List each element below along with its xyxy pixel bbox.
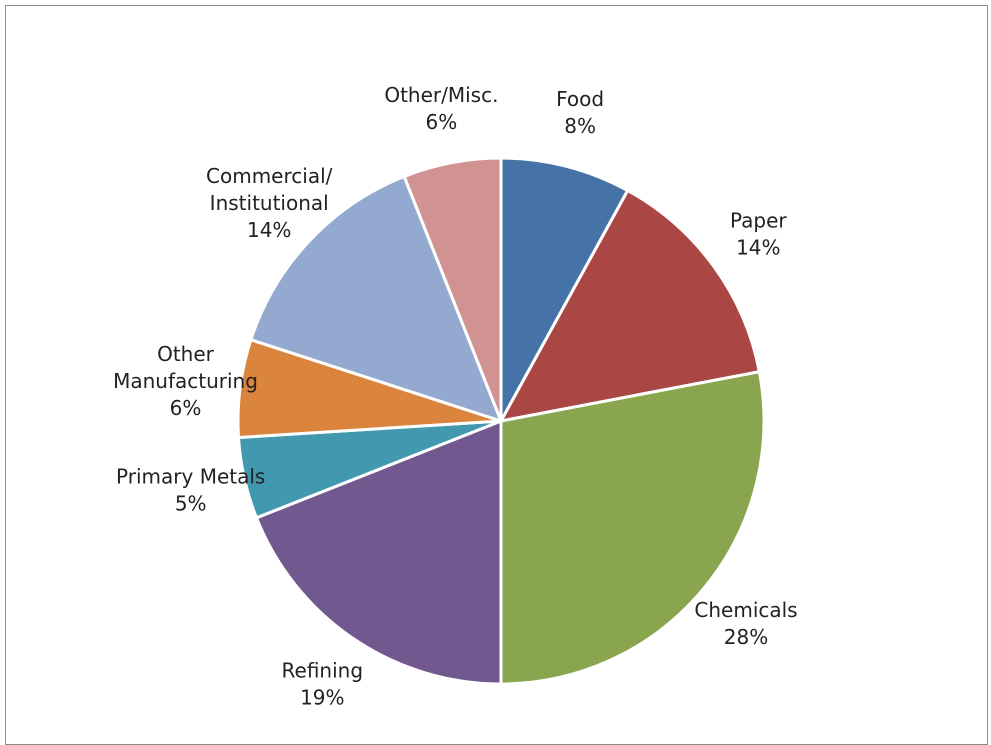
- data-label-percent: 14%: [736, 235, 780, 259]
- data-label-percent: 19%: [300, 685, 344, 709]
- data-label-category: Paper: [730, 208, 787, 232]
- data-label-category: Food: [556, 87, 604, 111]
- pie-slice-commercial-institutional: [249, 174, 503, 423]
- pie-slice-food: [499, 156, 630, 423]
- data-label-percent: 14%: [247, 218, 291, 242]
- data-label-food: Food 8%: [556, 87, 604, 138]
- pie-slices: [236, 156, 766, 686]
- data-label-category: Manufacturing: [113, 369, 258, 393]
- data-label-category: Chemicals: [694, 598, 797, 622]
- data-label-category: Other/Misc.: [384, 83, 498, 107]
- data-label-chemicals: Chemicals 28%: [694, 598, 797, 649]
- data-label-refining: Refining 19%: [282, 658, 364, 709]
- pie-slice-chemicals: [499, 370, 766, 686]
- pie-slice-paper: [499, 189, 761, 423]
- data-label-category: Commercial/: [206, 164, 333, 188]
- data-label-percent: 8%: [564, 114, 596, 138]
- data-label-percent: 28%: [724, 625, 768, 649]
- data-label-percent: 6%: [170, 396, 202, 420]
- data-label-other-misc: Other/Misc. 6%: [384, 83, 498, 134]
- data-label-paper: Paper 14%: [730, 208, 787, 259]
- data-label-primary-metals: Primary Metals 5%: [116, 465, 265, 516]
- data-label-percent: 5%: [175, 492, 207, 516]
- data-label-category: Other: [157, 342, 215, 366]
- data-label-category: Refining: [282, 658, 364, 682]
- pie-slice-refining: [254, 419, 503, 686]
- data-label-category: Primary Metals: [116, 465, 265, 489]
- data-label-other-manufacturing: Other Manufacturing 6%: [113, 342, 258, 420]
- pie-labels: Food 8% Paper 14% Chemicals 28% Refining 19% Pri…: [113, 83, 798, 709]
- pie-slice-other-misc: [402, 156, 503, 423]
- data-label-percent: 6%: [426, 110, 458, 134]
- data-label-commercial-institutional: Commercial/Institutional 14%: [206, 164, 333, 242]
- data-label-category: Institutional: [210, 191, 329, 215]
